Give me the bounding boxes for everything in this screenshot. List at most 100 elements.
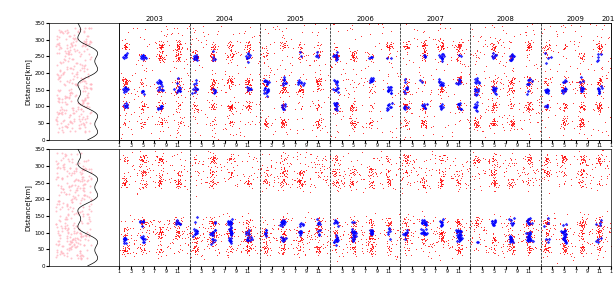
Point bbox=[79, 65, 89, 70]
Point bbox=[139, 153, 149, 158]
Point bbox=[225, 103, 235, 108]
Point bbox=[488, 87, 498, 92]
Point bbox=[437, 88, 447, 93]
Point bbox=[279, 117, 289, 122]
Point bbox=[560, 154, 570, 159]
Point bbox=[478, 156, 488, 161]
Point bbox=[279, 116, 289, 121]
Point bbox=[349, 124, 359, 129]
Point bbox=[189, 54, 199, 59]
Point bbox=[594, 82, 604, 87]
Point bbox=[134, 52, 144, 57]
Point bbox=[330, 52, 340, 57]
Point bbox=[329, 179, 339, 184]
Point bbox=[577, 243, 587, 248]
Point bbox=[480, 168, 490, 173]
Point bbox=[489, 158, 499, 163]
Point bbox=[157, 54, 166, 59]
Point bbox=[171, 233, 181, 238]
Point bbox=[86, 110, 96, 114]
Point bbox=[190, 88, 200, 92]
Point bbox=[244, 103, 254, 108]
Point bbox=[209, 47, 219, 52]
Point bbox=[126, 127, 136, 131]
Point bbox=[478, 217, 488, 221]
Point bbox=[453, 180, 462, 184]
Point bbox=[459, 101, 468, 106]
Point bbox=[265, 65, 274, 70]
Point bbox=[559, 90, 569, 95]
Point bbox=[306, 181, 316, 186]
Point bbox=[522, 91, 532, 96]
Point bbox=[440, 159, 450, 163]
Point bbox=[280, 42, 290, 47]
Point bbox=[155, 229, 165, 234]
Point bbox=[346, 107, 356, 112]
Point bbox=[593, 79, 603, 84]
Point bbox=[334, 170, 344, 174]
Point bbox=[168, 59, 177, 64]
Point bbox=[376, 171, 386, 175]
Point bbox=[453, 252, 462, 256]
Point bbox=[294, 179, 304, 184]
Point bbox=[244, 50, 254, 55]
Point bbox=[577, 251, 586, 255]
Point bbox=[319, 100, 329, 105]
Point bbox=[556, 170, 566, 174]
Point bbox=[402, 155, 411, 160]
Point bbox=[131, 238, 141, 242]
Point bbox=[279, 240, 289, 244]
Point bbox=[471, 88, 481, 92]
Point bbox=[177, 116, 187, 120]
Point bbox=[325, 66, 335, 71]
Point bbox=[115, 248, 125, 253]
Point bbox=[141, 152, 150, 157]
Point bbox=[174, 179, 184, 183]
Point bbox=[193, 79, 203, 84]
Point bbox=[345, 233, 355, 237]
Point bbox=[260, 94, 270, 99]
Point bbox=[311, 245, 321, 250]
Point bbox=[577, 223, 587, 228]
Point bbox=[452, 75, 462, 79]
Point bbox=[537, 100, 547, 105]
Point bbox=[192, 48, 201, 52]
Point bbox=[523, 233, 532, 238]
Point bbox=[174, 123, 184, 128]
Point bbox=[157, 230, 166, 235]
Point bbox=[346, 121, 356, 125]
Point bbox=[158, 106, 168, 111]
Point bbox=[602, 225, 612, 229]
Point bbox=[330, 160, 340, 164]
Point bbox=[357, 231, 367, 236]
Point bbox=[560, 165, 570, 170]
Point bbox=[400, 240, 410, 245]
Point bbox=[437, 179, 446, 184]
Point bbox=[575, 227, 585, 232]
Point bbox=[138, 81, 147, 86]
Point bbox=[175, 103, 185, 108]
Point bbox=[523, 105, 533, 110]
Point bbox=[153, 119, 163, 123]
Point bbox=[158, 168, 168, 173]
Point bbox=[524, 233, 534, 238]
Point bbox=[543, 46, 553, 50]
Point bbox=[62, 204, 72, 209]
Point bbox=[349, 233, 359, 237]
Point bbox=[122, 111, 131, 115]
Point bbox=[212, 164, 222, 169]
Point bbox=[321, 244, 330, 249]
Point bbox=[85, 86, 95, 90]
Point bbox=[418, 121, 427, 125]
Point bbox=[524, 244, 534, 249]
Point bbox=[298, 169, 308, 173]
Point bbox=[78, 188, 88, 192]
Point bbox=[209, 51, 219, 56]
Point bbox=[387, 130, 397, 135]
Point bbox=[366, 79, 376, 83]
Point bbox=[174, 222, 184, 226]
Point bbox=[585, 232, 594, 237]
Point bbox=[481, 42, 491, 46]
Point bbox=[421, 48, 430, 53]
Point bbox=[262, 73, 271, 77]
